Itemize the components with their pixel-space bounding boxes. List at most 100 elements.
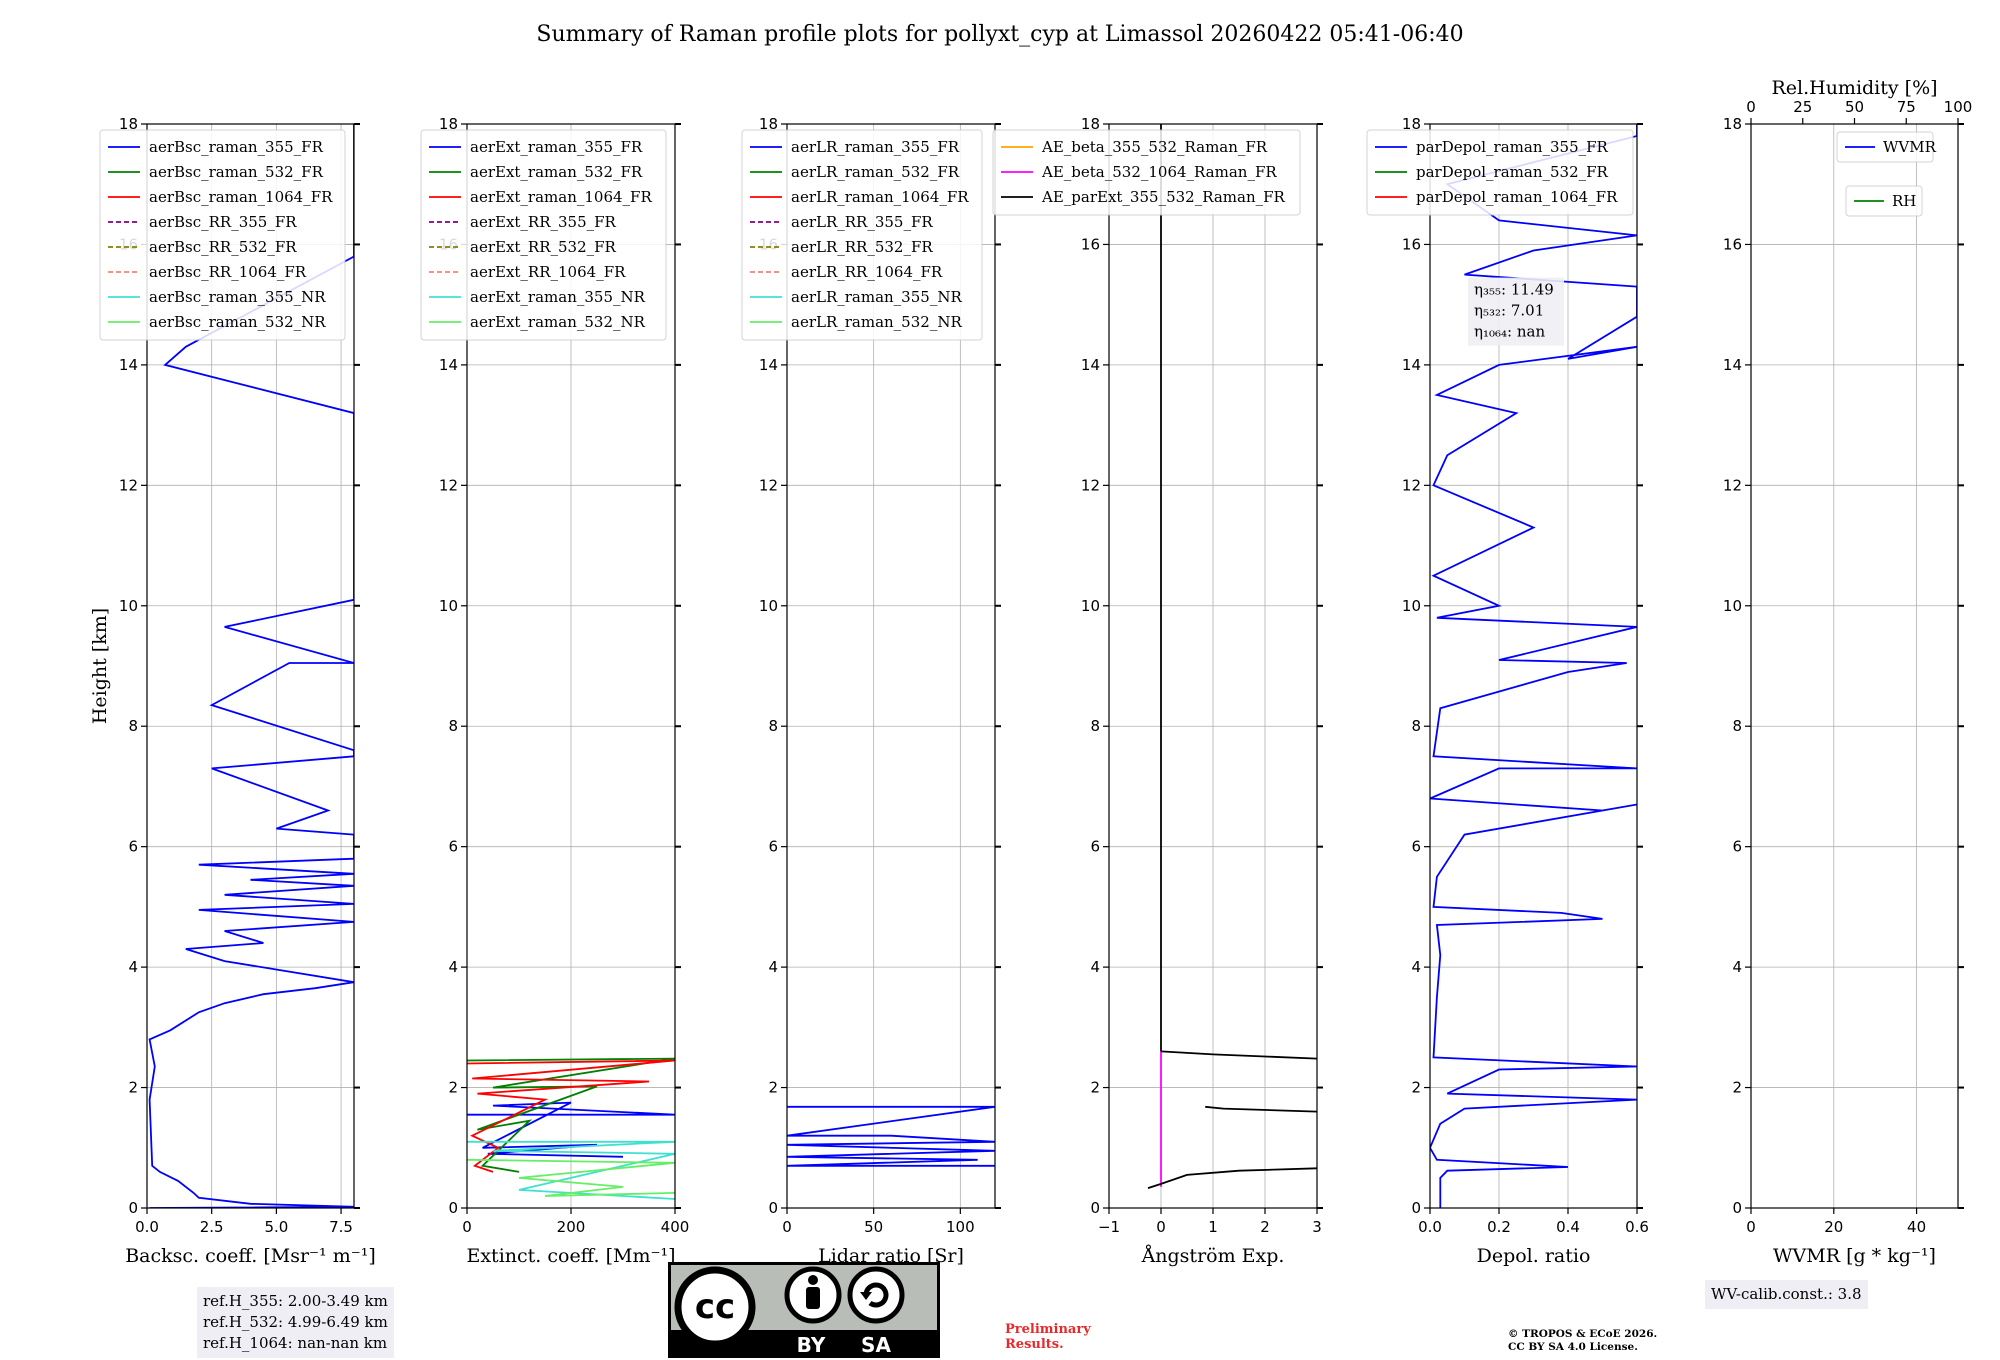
y-tick-label: 6 <box>1411 838 1421 856</box>
panel-backscatter: 0.02.55.07.5024681012141618Backsc. coeff… <box>99 115 376 1267</box>
y-tick-label: 14 <box>1081 356 1100 374</box>
eta-annotation: η₃₅₅: 11.49 η₅₃₂: 7.01 η₁₀₆₄: nan <box>1468 277 1564 346</box>
y-tick-label: 4 <box>1411 958 1421 976</box>
legend-label: aerLR_raman_532_NR <box>791 313 962 331</box>
y-tick-label: 16 <box>1723 235 1742 253</box>
legend-label: aerExt_RR_532_FR <box>470 238 617 256</box>
y-tick-label: 12 <box>439 476 458 494</box>
preliminary-line-1: Preliminary <box>1005 1322 1091 1337</box>
y-tick-label: 8 <box>448 717 458 735</box>
y-tick-label: 6 <box>1090 838 1100 856</box>
legend-frame <box>992 129 1301 216</box>
legend-label: aerBsc_raman_355_NR <box>149 288 326 306</box>
legend-box: RH <box>1845 185 1923 217</box>
x-tick-label: 200 <box>557 1218 586 1236</box>
x-axis-label: Lidar ratio [Sr] <box>818 1245 964 1267</box>
y-tick-label: 14 <box>439 356 458 374</box>
eta-box <box>1468 277 1564 346</box>
x-tick-label: 1 <box>1208 1218 1218 1236</box>
x-tick-label: 0 <box>1746 1218 1756 1236</box>
y-tick-label: 0 <box>1732 1199 1742 1217</box>
legend-label: aerBsc_raman_355_FR <box>149 138 324 156</box>
legend-label: parDepol_raman_1064_FR <box>1416 188 1618 206</box>
eta-value: η₃₅₅: 11.49 <box>1474 281 1554 299</box>
legend-frame <box>1366 129 1634 216</box>
ref-height-355: ref.H_355: 2.00-3.49 km <box>203 1292 388 1310</box>
legend-label: aerBsc_raman_532_FR <box>149 163 324 181</box>
y-tick-label: 14 <box>1402 356 1421 374</box>
y-tick-label: 2 <box>128 1079 138 1097</box>
legend: aerExt_raman_355_FR aerExt_raman_532_FRae… <box>420 129 667 341</box>
legend-label: aerExt_raman_355_FR <box>470 138 643 156</box>
legend-label: aerLR_raman_355_NR <box>791 288 962 306</box>
series-line-aerExt_raman_532_NR <box>467 1158 675 1197</box>
copyright-line-2: CC BY SA 4.0 License. <box>1508 1341 1638 1353</box>
top-x-tick-label: 100 <box>1944 98 1973 116</box>
eta-value: η₁₀₆₄: nan <box>1474 323 1545 341</box>
y-tick-label: 10 <box>1402 597 1421 615</box>
x-axis-label: Depol. ratio <box>1477 1245 1591 1267</box>
x-tick-label: 0.0 <box>1418 1218 1442 1236</box>
x-axis-label: Backsc. coeff. [Msr⁻¹ m⁻¹] <box>125 1245 376 1267</box>
series-line-AE_parExt_355_532_Raman_FR <box>1147 1167 1317 1189</box>
y-tick-label: 4 <box>448 958 458 976</box>
series-line-aerExt_raman_355_FR <box>467 1101 675 1158</box>
legend-label: parDepol_raman_355_FR <box>1416 138 1609 156</box>
y-tick-label: 10 <box>1723 597 1742 615</box>
preliminary-line-2: Results. <box>1005 1337 1064 1352</box>
y-tick-label: 14 <box>759 356 778 374</box>
legend-label: aerBsc_raman_1064_FR <box>149 188 333 206</box>
legend-label: aerBsc_RR_1064_FR <box>149 263 307 281</box>
y-tick-label: 4 <box>1732 958 1742 976</box>
legend-label: aerExt_raman_1064_FR <box>470 188 652 206</box>
legend-label: aerBsc_RR_532_FR <box>149 238 297 256</box>
y-tick-label: 0 <box>1090 1199 1100 1217</box>
x-tick-label: 2 <box>1260 1218 1270 1236</box>
series-line-parDepol_raman_355_FR <box>1430 124 1637 1208</box>
legend-label: parDepol_raman_532_FR <box>1416 163 1609 181</box>
copyright-line-1: © TROPOS & ECoE 2026. <box>1508 1328 1658 1340</box>
y-tick-label: 6 <box>1732 838 1742 856</box>
eta-value: η₅₃₂: 7.01 <box>1474 302 1544 320</box>
y-tick-label: 8 <box>1411 717 1421 735</box>
legend-label: aerBsc_RR_355_FR <box>149 213 297 231</box>
ref-height-1064: ref.H_1064: nan-nan km <box>203 1334 388 1352</box>
legend-label: aerBsc_raman_532_NR <box>149 313 326 331</box>
y-tick-label: 2 <box>448 1079 458 1097</box>
legend-frame <box>1836 131 1934 163</box>
y-tick-label: 18 <box>119 115 138 133</box>
cc-mark-text: cc <box>695 1287 735 1327</box>
x-tick-label: 0 <box>462 1218 472 1236</box>
y-tick-label: 16 <box>1081 235 1100 253</box>
y-tick-label: 18 <box>1402 115 1421 133</box>
y-tick-label: 12 <box>1081 476 1100 494</box>
x-tick-label: 0.6 <box>1625 1218 1649 1236</box>
legend-frame <box>741 129 983 341</box>
legend-label: AE_beta_532_1064_Raman_FR <box>1041 163 1277 181</box>
preliminary-note: Preliminary Results. <box>1005 1322 1145 1352</box>
legend-label: aerExt_raman_532_FR <box>470 163 643 181</box>
y-tick-label: 14 <box>1723 356 1742 374</box>
y-tick-label: 0 <box>1411 1199 1421 1217</box>
copyright-note: © TROPOS & ECoE 2026. CC BY SA 4.0 Licen… <box>1508 1328 1768 1354</box>
x-tick-label: 2.5 <box>200 1218 224 1236</box>
top-x-tick-label: 25 <box>1793 98 1812 116</box>
x-tick-label: 50 <box>864 1218 883 1236</box>
panel-frame <box>786 123 996 1209</box>
legend-label: aerLR_raman_532_FR <box>791 163 960 181</box>
cc-by-label: BY <box>797 1333 826 1357</box>
x-tick-label: 7.5 <box>329 1218 353 1236</box>
x-tick-label: 20 <box>1824 1218 1843 1236</box>
by-person-icon <box>808 1275 818 1285</box>
legend: aerBsc_raman_355_FR aerBsc_raman_532_FRae… <box>99 129 346 341</box>
y-tick-label: 12 <box>1402 476 1421 494</box>
panel-lidar_ratio: 050100024681012141618Lidar ratio [Sr]aer… <box>741 115 1001 1267</box>
sa-share-icon <box>863 1282 889 1308</box>
x-tick-label: −1 <box>1098 1218 1120 1236</box>
y-tick-label: 10 <box>759 597 778 615</box>
legend-label: aerLR_raman_1064_FR <box>791 188 969 206</box>
panel-frame <box>1429 123 1638 1209</box>
legend-label: aerExt_raman_532_NR <box>470 313 646 331</box>
x-tick-label: 100 <box>946 1218 975 1236</box>
panel-frame <box>1750 123 1959 1209</box>
